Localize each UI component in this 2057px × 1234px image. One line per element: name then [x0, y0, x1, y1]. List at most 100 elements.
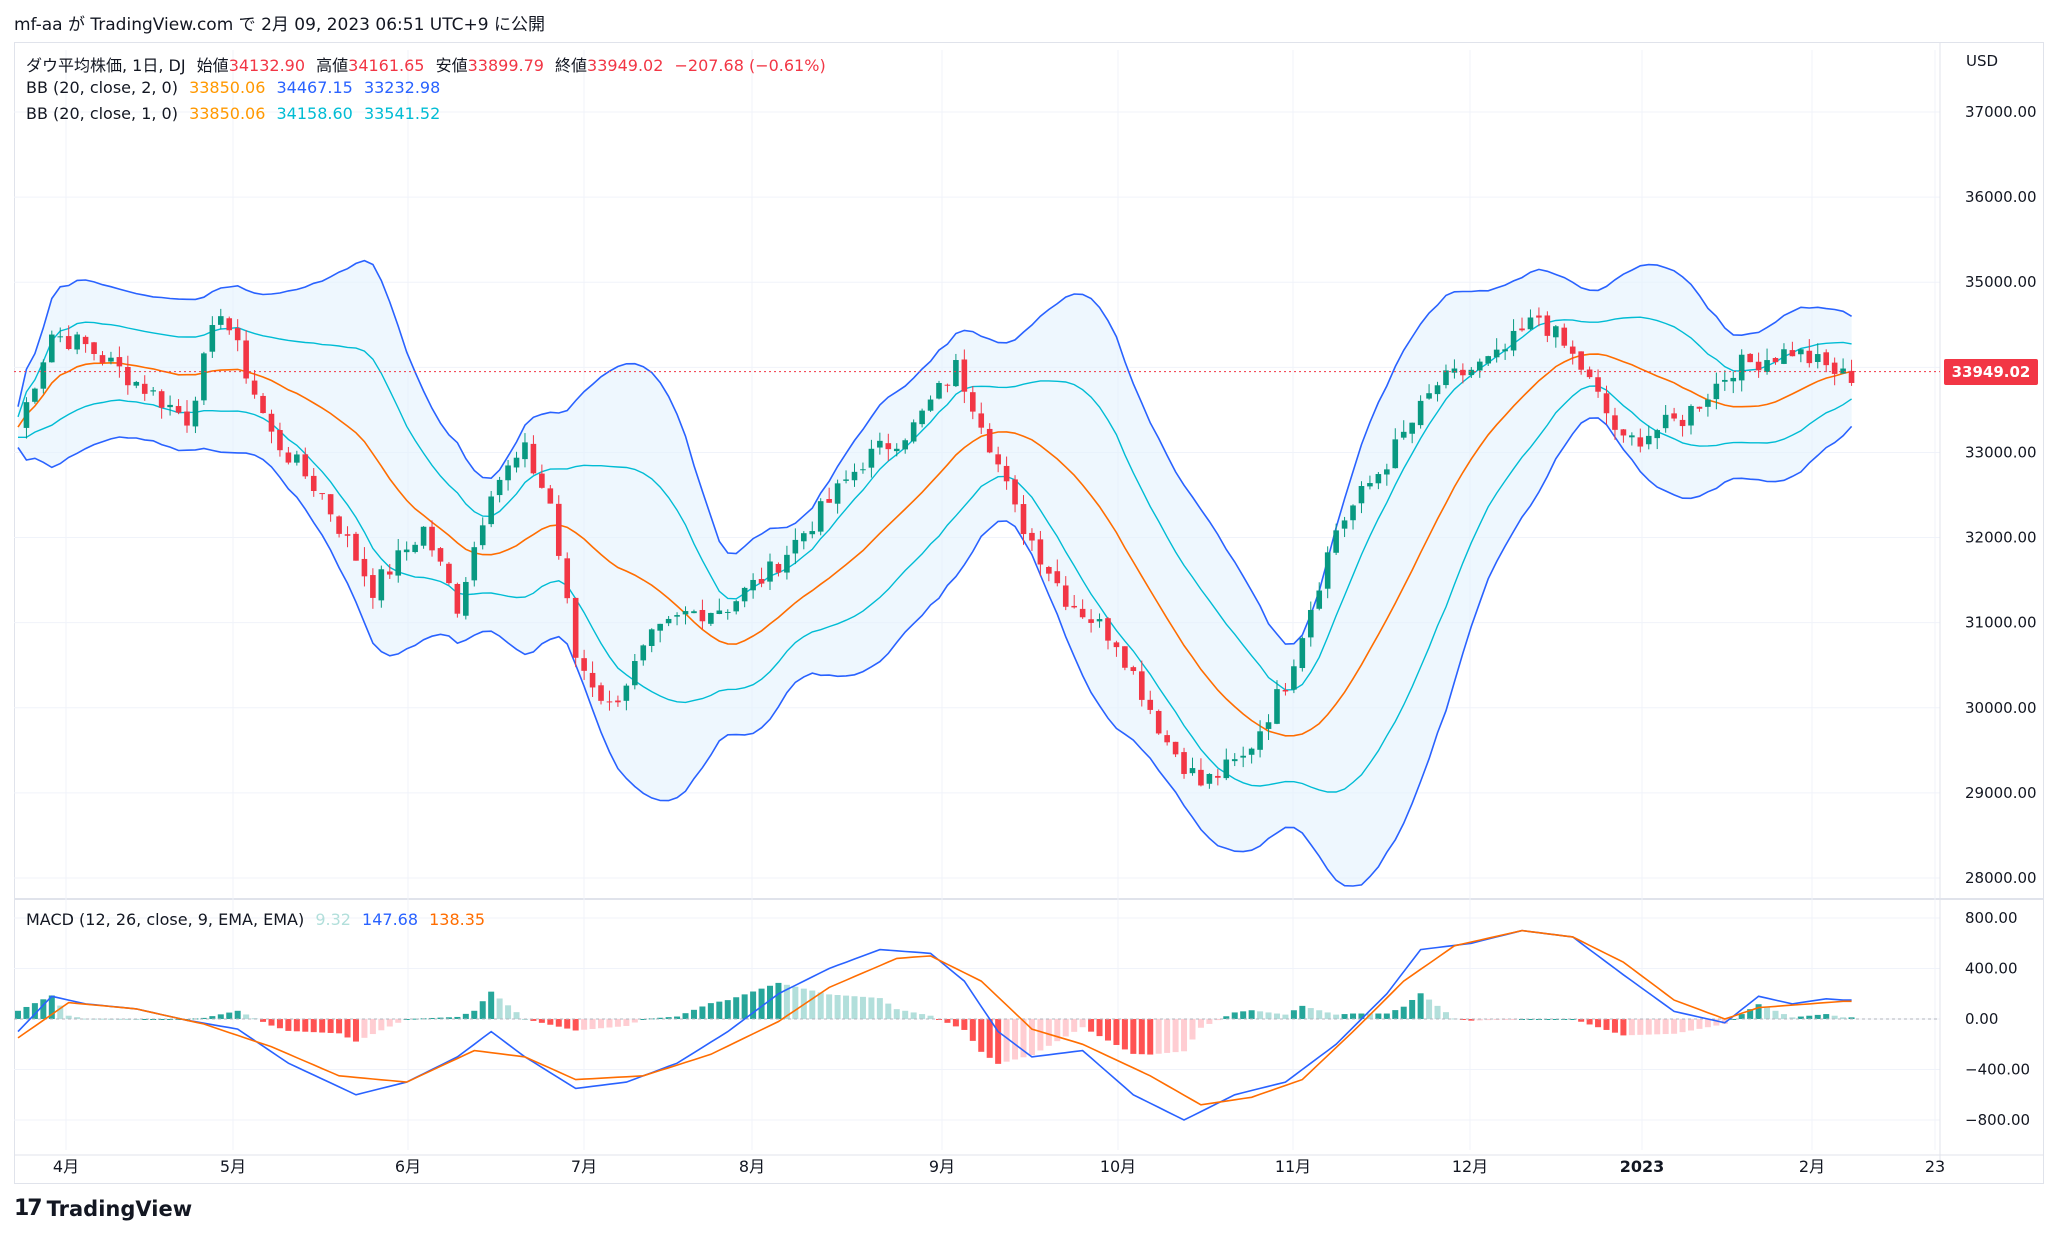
- candle-body: [1384, 469, 1390, 475]
- candle-body: [708, 612, 714, 624]
- macd-histogram-bar: [716, 1001, 723, 1019]
- candle-body: [505, 465, 511, 481]
- candle-body: [1088, 619, 1094, 623]
- candle-body: [1164, 735, 1170, 743]
- candle-body: [412, 544, 418, 553]
- candle-body: [1155, 710, 1162, 734]
- candle-body: [217, 316, 224, 325]
- macd-value: 147.68: [362, 910, 419, 929]
- open-label: 始値: [196, 56, 229, 75]
- macd-histogram-bar: [48, 995, 55, 1019]
- candle-body: [691, 611, 697, 614]
- macd-histogram-bar: [1383, 1013, 1390, 1019]
- candle-body: [1493, 349, 1500, 358]
- candle-body: [1206, 773, 1213, 784]
- macd-histogram-bar: [302, 1019, 309, 1032]
- candle-body: [1468, 369, 1475, 376]
- macd-histogram-bar: [1468, 1019, 1475, 1021]
- candle-body: [817, 501, 824, 532]
- candle-body: [40, 362, 47, 389]
- macd-histogram-bar: [952, 1019, 959, 1027]
- candle-body: [589, 672, 596, 688]
- candle-body: [158, 391, 165, 408]
- macd-histogram-bar: [1569, 1019, 1576, 1020]
- bb1-legend: BB (20, close, 1, 0) 33850.06 34158.60 3…: [26, 104, 446, 123]
- macd-histogram-bar: [31, 1003, 38, 1019]
- candle-body: [944, 384, 951, 386]
- macd-histogram-bar: [1104, 1019, 1111, 1041]
- price-tick-label: 35000.00: [1965, 273, 2037, 291]
- macd-histogram-bar: [1282, 1014, 1289, 1019]
- macd-histogram-bar: [1764, 1007, 1771, 1019]
- macd-histogram-bar: [876, 998, 883, 1019]
- macd-histogram-bar: [1527, 1019, 1534, 1020]
- candle-body: [1350, 505, 1356, 521]
- macd-histogram-bar: [1814, 1014, 1821, 1019]
- macd-histogram-bar: [614, 1019, 621, 1027]
- candle-body: [1671, 413, 1677, 419]
- macd-histogram-bar: [1054, 1019, 1061, 1042]
- candle-body: [1071, 605, 1077, 608]
- macd-histogram-bar: [496, 998, 503, 1019]
- macd-histogram-bar: [1003, 1019, 1010, 1062]
- macd-line: [17, 929, 1852, 1121]
- price-tick-label: 28000.00: [1965, 869, 2037, 887]
- macd-histogram-bar: [961, 1019, 968, 1030]
- macd-histogram-bar: [1316, 1010, 1323, 1019]
- candle-body: [1105, 618, 1111, 641]
- candle-body: [1012, 479, 1018, 505]
- macd-histogram-bar: [1088, 1019, 1095, 1032]
- candle-body: [192, 400, 199, 427]
- candle-body: [1291, 666, 1297, 690]
- price-tick-label: 37000.00: [1965, 103, 2037, 121]
- candle-body: [978, 413, 985, 428]
- candle-body: [319, 493, 325, 495]
- candle-body: [682, 611, 689, 615]
- macd-histogram-bar: [74, 1017, 81, 1019]
- candle-body: [285, 452, 292, 463]
- macd-tick-label: 0.00: [1965, 1010, 1998, 1028]
- macd-histogram-bar: [429, 1017, 436, 1019]
- macd-histogram-bar: [572, 1019, 579, 1031]
- candle-body: [1198, 769, 1204, 786]
- candle-body: [860, 469, 866, 471]
- macd-histogram-bar: [1510, 1019, 1517, 1020]
- macd-histogram-bar: [141, 1019, 148, 1020]
- macd-tick-label: −800.00: [1965, 1111, 2030, 1129]
- macd-histogram-bar: [843, 995, 850, 1019]
- macd-histogram-bar: [690, 1009, 697, 1019]
- macd-tick-label: −400.00: [1965, 1061, 2030, 1079]
- candle-body: [927, 399, 934, 411]
- macd-histogram-bar: [1840, 1017, 1847, 1019]
- candle-body: [522, 442, 528, 460]
- macd-histogram-bar: [1485, 1019, 1492, 1021]
- candle-body: [1062, 585, 1069, 607]
- candle-body: [572, 597, 579, 658]
- bb2-basis: 33850.06: [189, 78, 266, 97]
- macd-histogram-bar: [1028, 1019, 1035, 1056]
- candle-body: [1637, 437, 1644, 447]
- candle-body: [125, 367, 131, 386]
- bb2-lower-line: [17, 417, 1853, 887]
- candle-body: [1654, 430, 1661, 439]
- bb1-basis: 33850.06: [189, 104, 266, 123]
- candle-body: [420, 526, 427, 546]
- bb-basis-line: [17, 353, 1852, 737]
- macd-histogram-bar: [1662, 1019, 1669, 1035]
- macd-histogram-bar: [488, 991, 495, 1019]
- candle-body: [327, 494, 334, 515]
- macd-histogram-bar: [293, 1019, 300, 1032]
- candle-body: [99, 355, 106, 363]
- macd-histogram-bar: [1020, 1019, 1027, 1058]
- macd-histogram-bar: [767, 985, 774, 1019]
- candle-body: [1113, 642, 1120, 648]
- candle-body: [1848, 370, 1855, 383]
- bb2-lower: 33232.98: [363, 78, 441, 97]
- symbol-name: ダウ平均株価, 1日, DJ: [26, 56, 186, 75]
- ohlc-legend: ダウ平均株価, 1日, DJ 始値34132.90 高値34161.65 安値3…: [26, 52, 832, 76]
- macd-histogram-bar: [1586, 1019, 1593, 1025]
- macd-histogram-bar: [1747, 1009, 1754, 1019]
- macd-histogram-bar: [741, 994, 748, 1019]
- macd-histogram-bar: [927, 1015, 934, 1019]
